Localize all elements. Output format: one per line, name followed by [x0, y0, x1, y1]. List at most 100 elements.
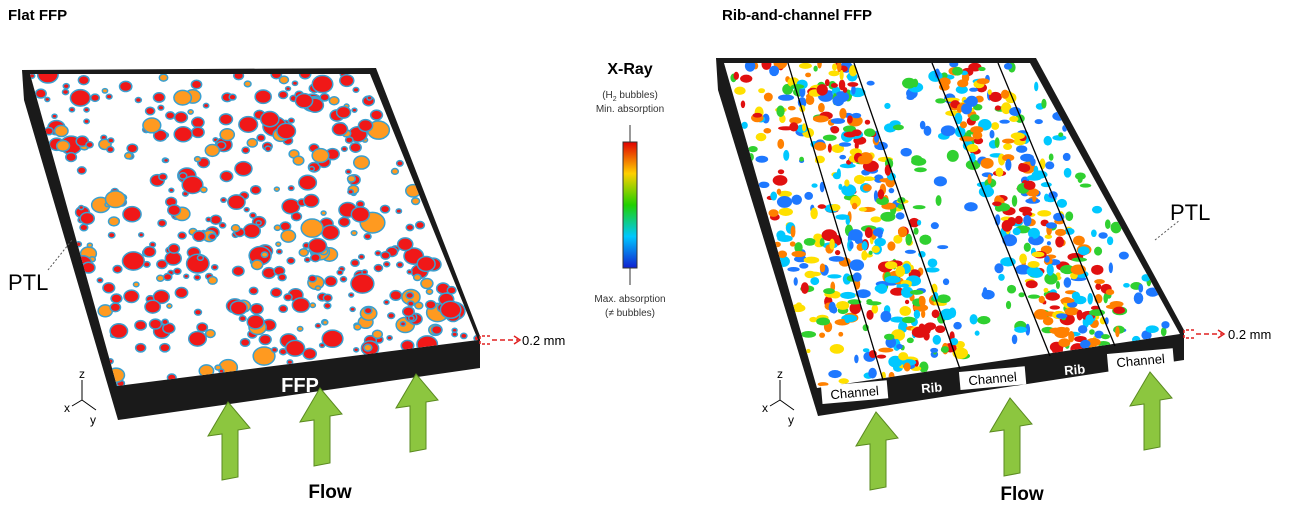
bubble [288, 186, 294, 191]
bubble [1009, 116, 1018, 122]
bubble [321, 211, 326, 215]
bubble [878, 189, 884, 199]
bubble [838, 332, 843, 337]
bubble [1055, 229, 1066, 236]
bubble [412, 198, 420, 205]
bubble [277, 249, 282, 253]
bubble [274, 187, 279, 191]
bubble [756, 133, 767, 141]
bubble [770, 192, 777, 201]
bubble [312, 76, 333, 93]
bubble [157, 260, 167, 268]
bubble [1138, 284, 1143, 293]
bubble [778, 126, 794, 130]
bubble [995, 137, 1000, 148]
bubble [375, 251, 380, 256]
bubble [312, 149, 329, 163]
bubble [287, 360, 292, 365]
bubble [925, 267, 940, 272]
bubble [256, 221, 261, 225]
bubble [804, 192, 813, 200]
axis-label: z [79, 367, 85, 381]
bubble [1028, 228, 1040, 239]
bubble [913, 205, 926, 209]
bubble [80, 224, 88, 230]
bubble [872, 246, 880, 253]
bubble [261, 252, 267, 257]
bubble [1047, 241, 1051, 245]
bubble [1123, 283, 1130, 288]
bubble [251, 186, 261, 194]
bubble [381, 252, 390, 259]
bubble [905, 250, 916, 254]
bubble [988, 174, 992, 184]
bubble [978, 67, 985, 71]
bubble [932, 309, 940, 318]
bubble [813, 66, 817, 72]
bubble [292, 298, 309, 312]
bubble [392, 169, 399, 175]
bubble [135, 321, 146, 330]
bubble [157, 275, 164, 281]
bubble [279, 76, 288, 83]
thickness-label: 0.2 mm [522, 333, 565, 348]
bubble [1055, 236, 1064, 247]
bubble [966, 144, 978, 152]
bubble [272, 347, 278, 352]
bubble [348, 175, 356, 182]
bubble [810, 208, 817, 219]
bubble [279, 305, 287, 312]
bubble [397, 161, 403, 166]
bubble [1027, 175, 1042, 181]
bubble [941, 346, 949, 353]
bubble [1019, 254, 1027, 264]
bubble [1013, 228, 1021, 236]
bubble [901, 148, 912, 157]
bubble [791, 84, 804, 89]
bubble [103, 283, 115, 293]
bubble [957, 79, 968, 87]
bubble [351, 207, 369, 222]
bubble [733, 72, 739, 80]
bubble [878, 348, 893, 353]
bubble [839, 155, 846, 160]
bubble [324, 303, 331, 309]
bubble [1064, 168, 1072, 178]
bubble [835, 250, 840, 255]
bubble [340, 75, 354, 87]
bubble [384, 300, 389, 304]
bubble [818, 103, 825, 112]
bubble [902, 317, 916, 324]
bubble [865, 120, 870, 125]
bubble [1094, 279, 1105, 284]
bubble [351, 274, 374, 293]
bubble [354, 156, 370, 169]
bubble [777, 189, 781, 195]
bubble [847, 115, 853, 123]
segment-label: Rib [1064, 361, 1086, 378]
bubble [145, 300, 160, 313]
flow-label: Flow [308, 482, 351, 503]
bubble [1041, 182, 1052, 187]
bubble [964, 202, 978, 211]
bubble [323, 294, 332, 301]
bubble [1034, 82, 1038, 92]
bubble [1031, 269, 1044, 277]
bubble [1078, 246, 1090, 255]
bubble [869, 251, 873, 255]
bubble [931, 222, 939, 229]
bubble [406, 292, 413, 298]
bubble [197, 255, 203, 260]
axis-icon [72, 380, 96, 410]
bubble [1064, 327, 1070, 332]
bubble [228, 195, 245, 209]
bubble [69, 107, 74, 111]
bubble [988, 89, 992, 95]
bubble [1005, 159, 1011, 171]
bubble [168, 244, 179, 253]
bubble [895, 266, 905, 277]
bubble [764, 93, 773, 102]
bubble [1028, 295, 1040, 299]
bubble [1107, 236, 1113, 245]
bubble [1002, 139, 1014, 144]
